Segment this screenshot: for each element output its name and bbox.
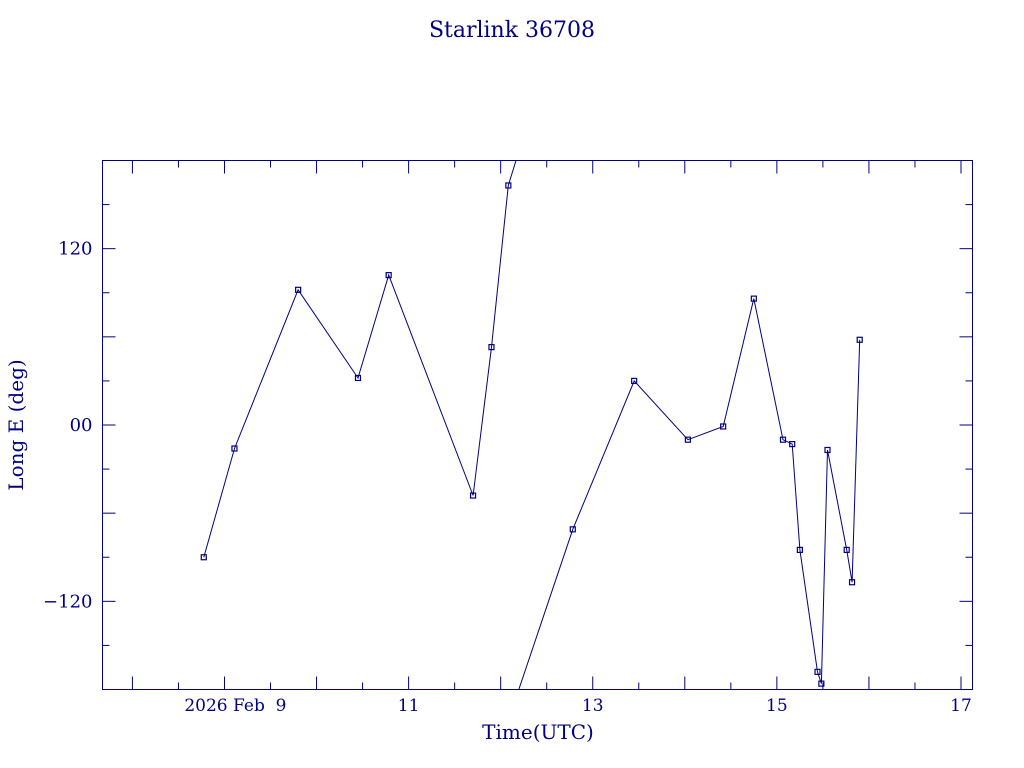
series-longitude	[200, 160, 863, 690]
x-tick-label: 17	[950, 696, 972, 716]
data-point	[488, 344, 495, 351]
data-point	[200, 554, 207, 561]
plot-frame	[102, 160, 973, 690]
data-point	[814, 668, 821, 675]
y-axis-tick-labels: 120 00 −120	[43, 239, 92, 613]
data-point	[818, 680, 825, 687]
y-tick-label: 120	[58, 239, 92, 260]
data-point	[848, 579, 856, 586]
series-line	[518, 298, 861, 690]
data-point	[843, 546, 850, 554]
data-point	[385, 272, 392, 279]
x-tick-label: 13	[582, 696, 604, 716]
data-point	[779, 436, 787, 443]
data-point	[469, 492, 477, 499]
data-point	[684, 436, 691, 443]
data-point	[750, 295, 757, 302]
data-point	[720, 423, 727, 430]
y-tick-label: −120	[43, 591, 92, 612]
x-axis-tick-labels: 2026 Feb 9 11 13 15 17	[184, 696, 971, 716]
x-axis-ticks	[131, 160, 962, 690]
data-point	[354, 374, 362, 382]
data-point	[631, 377, 638, 385]
y-tick-label: 00	[70, 415, 93, 436]
data-point	[295, 286, 302, 293]
x-tick-label: 11	[398, 696, 420, 716]
data-point	[796, 546, 803, 554]
x-tick-label: 15	[766, 696, 788, 716]
series-line	[203, 160, 517, 558]
data-point	[789, 441, 796, 448]
data-point	[824, 446, 831, 454]
y-axis-ticks	[102, 204, 973, 646]
data-point	[569, 526, 576, 533]
chart-title: Starlink 36708	[429, 18, 595, 43]
y-axis-label: Long E (deg)	[4, 359, 28, 490]
x-axis-label: Time(UTC)	[482, 720, 594, 744]
data-point	[856, 336, 863, 343]
data-point	[231, 445, 238, 452]
data-point	[505, 182, 512, 189]
x-tick-label: 2026 Feb 9	[184, 696, 286, 716]
